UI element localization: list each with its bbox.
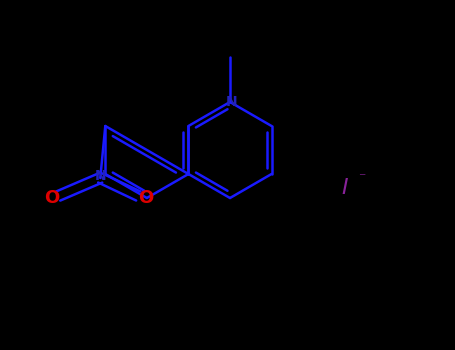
Text: N: N — [226, 95, 238, 109]
Text: ⁻: ⁻ — [359, 171, 366, 185]
Text: N: N — [95, 169, 106, 183]
Text: I: I — [342, 178, 349, 198]
Text: O: O — [138, 189, 153, 207]
Text: O: O — [44, 189, 59, 207]
